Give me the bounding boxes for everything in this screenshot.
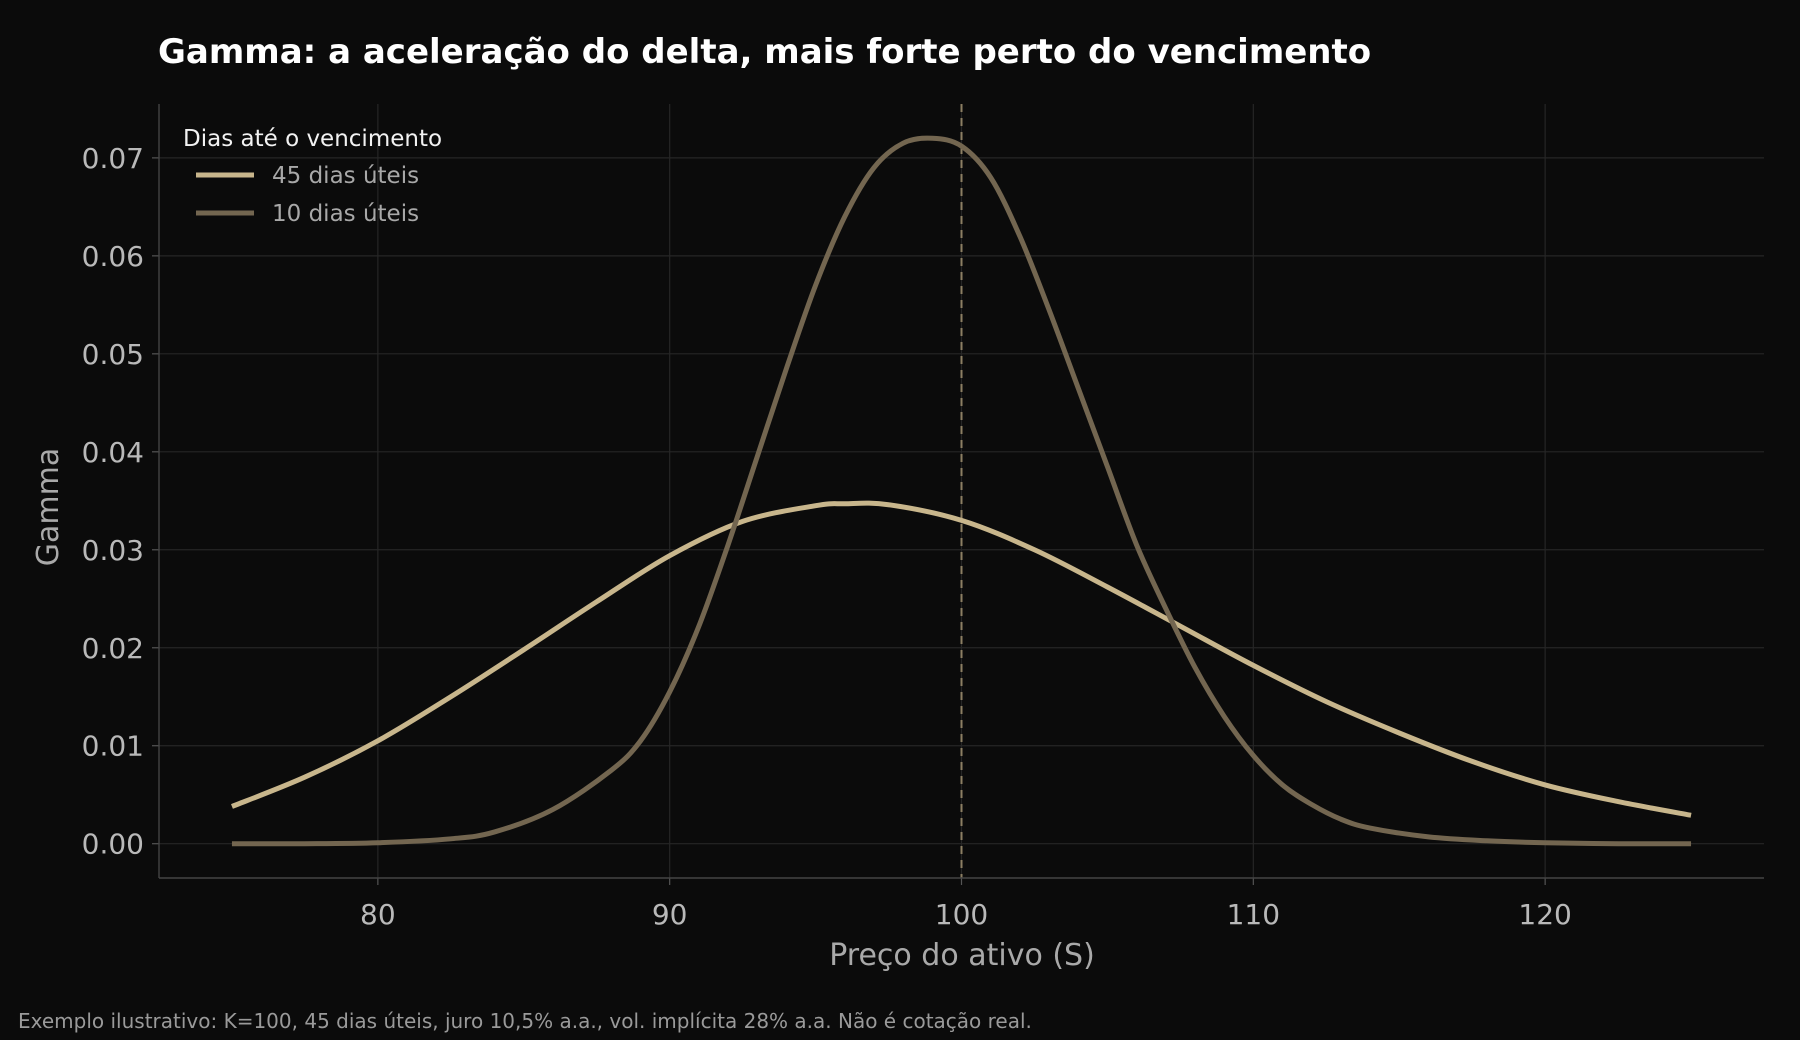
legend-items: 45 dias úteis 10 dias úteis — [196, 163, 419, 227]
y-tick-label: 0.01 — [82, 730, 144, 763]
x-tick-label: 80 — [360, 898, 396, 931]
tick-labels: 80 90 100 110 120 0.00 0.01 0.02 0.03 0.04 0.05 0.0… — [82, 142, 1572, 931]
series-line-0 — [231, 500, 1692, 818]
y-tick-label: 0.00 — [82, 828, 144, 861]
y-tick-label: 0.05 — [82, 338, 144, 371]
y-tick-label: 0.02 — [82, 632, 144, 665]
x-tick-label: 90 — [652, 898, 688, 931]
x-tick-label: 120 — [1518, 898, 1571, 931]
chart-title: Gamma: a aceleração do delta, mais forte… — [158, 32, 1371, 72]
footnote: Exemplo ilustrativo: K=100, 45 dias útei… — [18, 1009, 1032, 1033]
y-tick-label: 0.06 — [82, 240, 144, 273]
x-tick-label: 100 — [935, 898, 988, 931]
y-axis-label: Gamma — [31, 448, 66, 566]
series-line-1 — [231, 135, 1692, 847]
legend-title: Dias até o vencimento — [183, 126, 442, 152]
y-tick-label: 0.03 — [82, 534, 144, 567]
series-lines — [231, 135, 1692, 847]
y-tick-label: 0.04 — [82, 436, 144, 469]
legend-label-0: 45 dias úteis — [272, 163, 419, 189]
x-tick-label: 110 — [1227, 898, 1280, 931]
legend-label-1: 10 dias úteis — [272, 201, 419, 227]
grid — [159, 104, 1764, 878]
axes — [152, 104, 1764, 885]
y-tick-label: 0.07 — [82, 142, 144, 175]
x-axis-label: Preço do ativo (S) — [829, 938, 1095, 973]
legend: Dias até o vencimento 45 dias úteis 10 di… — [183, 126, 442, 227]
